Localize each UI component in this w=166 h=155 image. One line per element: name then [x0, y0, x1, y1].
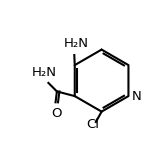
Text: H₂N: H₂N — [32, 66, 57, 79]
Text: Cl: Cl — [87, 118, 100, 131]
Text: H₂N: H₂N — [64, 37, 89, 50]
Text: O: O — [51, 107, 62, 120]
Text: N: N — [132, 90, 142, 103]
